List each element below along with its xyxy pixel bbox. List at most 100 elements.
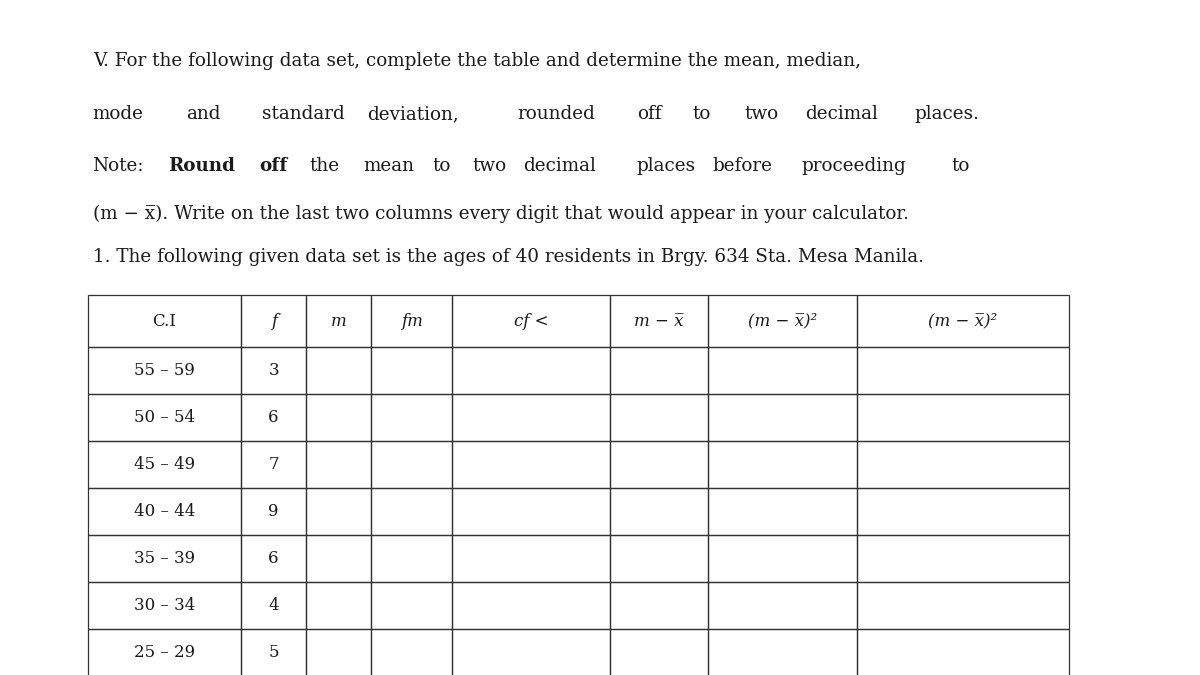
Text: two: two (744, 105, 778, 123)
Bar (857, 295, 1069, 347)
Bar (241, 629, 306, 675)
Bar (88, 394, 241, 441)
Bar (241, 441, 306, 488)
Text: 7: 7 (269, 456, 278, 473)
Bar (452, 394, 610, 441)
Text: 50 – 54: 50 – 54 (134, 409, 194, 426)
Text: m: m (330, 313, 347, 329)
Bar (241, 347, 306, 394)
Bar (452, 347, 610, 394)
Text: f: f (270, 313, 277, 329)
Text: mean: mean (364, 157, 415, 175)
Text: Round: Round (168, 157, 235, 175)
Bar (306, 582, 371, 629)
Bar (708, 488, 857, 535)
Text: off: off (637, 105, 661, 123)
Bar (306, 394, 371, 441)
Text: 55 – 59: 55 – 59 (134, 362, 194, 379)
Text: 3: 3 (269, 362, 278, 379)
Bar (452, 295, 610, 347)
Text: cf <: cf < (514, 313, 548, 329)
Text: C.I: C.I (152, 313, 176, 329)
Bar (610, 347, 708, 394)
Bar (452, 441, 610, 488)
Bar (241, 582, 306, 629)
Bar (241, 295, 306, 347)
Bar (88, 488, 241, 535)
Bar (610, 629, 708, 675)
Bar (241, 394, 306, 441)
Bar (708, 394, 857, 441)
Bar (610, 394, 708, 441)
Bar (857, 629, 1069, 675)
Bar (88, 295, 241, 347)
Bar (708, 535, 857, 582)
Bar (708, 582, 857, 629)
Text: fm: fm (401, 313, 422, 329)
Bar (88, 347, 241, 394)
Text: 6: 6 (269, 550, 278, 567)
Bar (857, 394, 1069, 441)
Text: the: the (310, 157, 340, 175)
Bar (857, 441, 1069, 488)
Text: standard: standard (262, 105, 344, 123)
Bar (452, 488, 610, 535)
Bar (610, 582, 708, 629)
Bar (306, 535, 371, 582)
Text: 5: 5 (269, 644, 278, 661)
Bar (708, 629, 857, 675)
Bar (371, 394, 452, 441)
Text: decimal: decimal (805, 105, 878, 123)
Text: V. For the following data set, complete the table and determine the mean, median: V. For the following data set, complete … (94, 52, 862, 70)
Text: places: places (636, 157, 695, 175)
Text: m − x̅: m − x̅ (634, 313, 684, 329)
Bar (88, 535, 241, 582)
Text: off: off (259, 157, 288, 175)
Bar (857, 535, 1069, 582)
Text: 4: 4 (269, 597, 278, 614)
Bar (241, 535, 306, 582)
Text: deviation,: deviation, (367, 105, 458, 123)
Text: (m − x̅)²: (m − x̅)² (929, 313, 997, 329)
Text: two: two (473, 157, 506, 175)
Text: 45 – 49: 45 – 49 (134, 456, 194, 473)
Bar (241, 488, 306, 535)
Bar (610, 295, 708, 347)
Bar (371, 488, 452, 535)
Text: mode: mode (92, 105, 144, 123)
Bar (857, 347, 1069, 394)
Bar (371, 295, 452, 347)
Text: (m − x̅)²: (m − x̅)² (748, 313, 817, 329)
Bar (306, 488, 371, 535)
Bar (610, 535, 708, 582)
Text: places.: places. (914, 105, 979, 123)
Text: 1. The following given data set is the ages of 40 residents in Brgy. 634 Sta. Me: 1. The following given data set is the a… (94, 248, 924, 266)
Text: Note:: Note: (92, 157, 144, 175)
Bar (88, 629, 241, 675)
Text: 30 – 34: 30 – 34 (133, 597, 196, 614)
Bar (371, 441, 452, 488)
Bar (610, 488, 708, 535)
Text: 40 – 44: 40 – 44 (133, 503, 196, 520)
Text: before: before (713, 157, 773, 175)
Text: and: and (186, 105, 221, 123)
Bar (306, 441, 371, 488)
Text: proceeding: proceeding (802, 157, 906, 175)
Bar (452, 535, 610, 582)
Bar (88, 582, 241, 629)
Text: decimal: decimal (523, 157, 596, 175)
Bar (708, 295, 857, 347)
Bar (306, 629, 371, 675)
Bar (306, 347, 371, 394)
Bar (371, 582, 452, 629)
Bar (371, 347, 452, 394)
Bar (708, 441, 857, 488)
Bar (452, 629, 610, 675)
Bar (371, 629, 452, 675)
Text: rounded: rounded (517, 105, 595, 123)
Bar (371, 535, 452, 582)
Bar (857, 582, 1069, 629)
Text: to: to (952, 157, 970, 175)
Bar (88, 441, 241, 488)
Bar (610, 441, 708, 488)
